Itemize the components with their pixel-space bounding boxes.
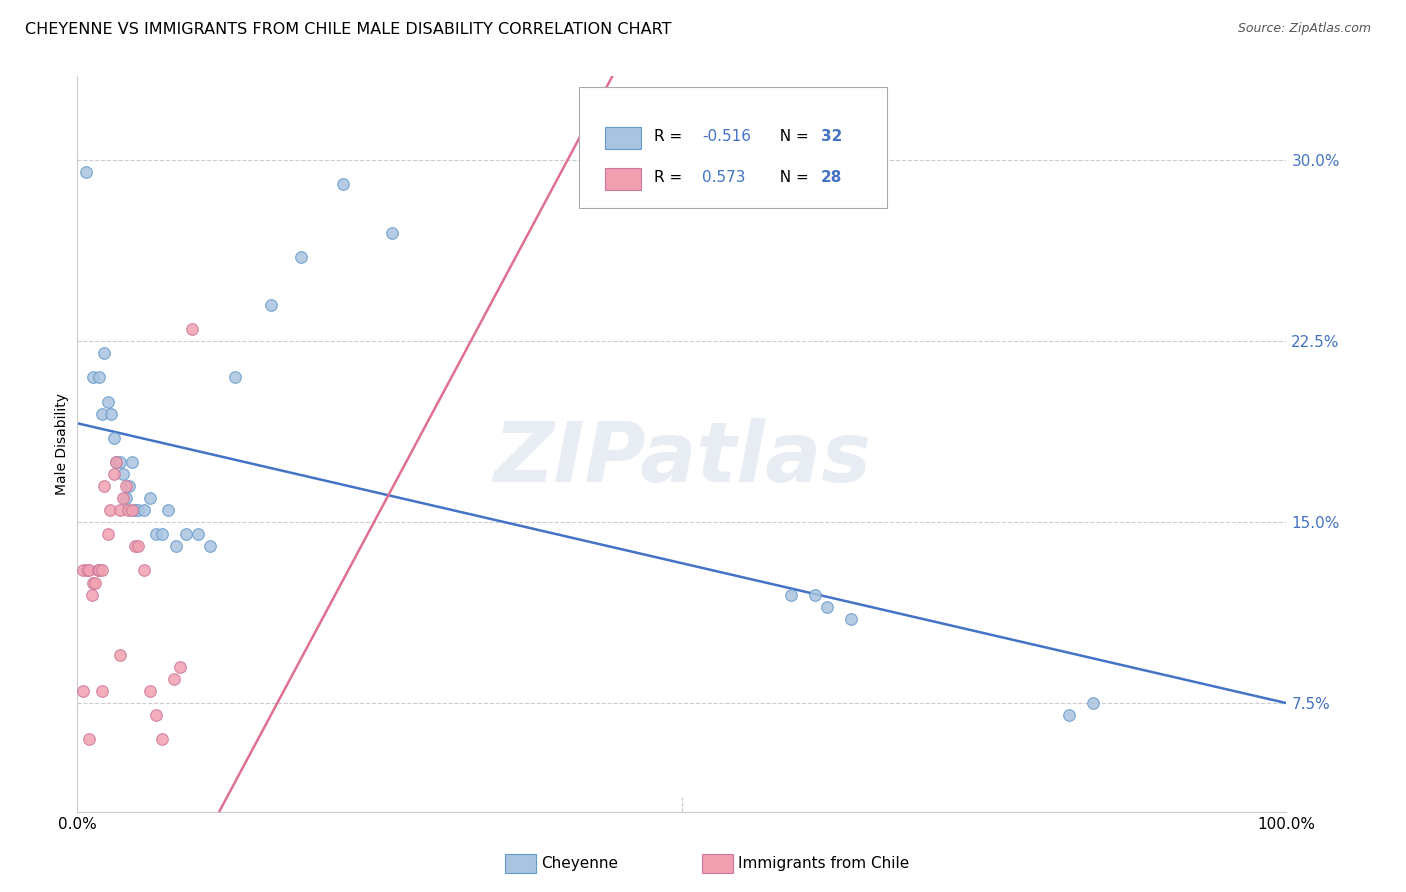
Point <box>224 370 246 384</box>
Point <box>187 527 209 541</box>
Point <box>139 491 162 505</box>
Point <box>166 539 188 553</box>
Point <box>90 407 112 421</box>
Point <box>124 503 146 517</box>
Point <box>121 455 143 469</box>
Point <box>127 539 149 553</box>
Text: R =: R = <box>654 169 692 185</box>
Text: CHEYENNE VS IMMIGRANTS FROM CHILE MALE DISABILITY CORRELATION CHART: CHEYENNE VS IMMIGRANTS FROM CHILE MALE D… <box>25 22 672 37</box>
Point <box>121 503 143 517</box>
Text: Cheyenne: Cheyenne <box>541 856 619 871</box>
Point <box>127 503 149 517</box>
Point <box>260 298 283 312</box>
FancyBboxPatch shape <box>605 128 641 149</box>
Point <box>132 503 155 517</box>
Text: Source: ZipAtlas.com: Source: ZipAtlas.com <box>1237 22 1371 36</box>
Text: Immigrants from Chile: Immigrants from Chile <box>738 856 910 871</box>
Point <box>815 599 838 614</box>
Point <box>105 455 128 469</box>
Point <box>112 467 135 481</box>
Point <box>82 370 104 384</box>
Point <box>80 588 103 602</box>
Point <box>804 588 827 602</box>
Point <box>90 564 112 578</box>
Text: 32: 32 <box>821 129 842 145</box>
Point <box>150 527 173 541</box>
Point <box>112 491 135 505</box>
Point <box>145 708 167 723</box>
Point <box>79 564 101 578</box>
Text: 28: 28 <box>821 169 842 185</box>
Point <box>114 491 136 505</box>
Point <box>132 564 155 578</box>
Text: R =: R = <box>654 129 688 145</box>
Point <box>174 527 197 541</box>
Point <box>200 539 222 553</box>
Text: ZIPatlas: ZIPatlas <box>494 418 870 499</box>
Point <box>332 178 354 192</box>
Point <box>72 564 94 578</box>
Point <box>117 503 139 517</box>
Point <box>108 455 131 469</box>
Point <box>105 455 128 469</box>
Point <box>181 322 204 336</box>
Point <box>87 564 110 578</box>
Text: 0.573: 0.573 <box>703 169 747 185</box>
Point <box>84 575 107 590</box>
Text: N =: N = <box>770 169 814 185</box>
Point <box>145 527 167 541</box>
Point <box>82 575 104 590</box>
Point <box>157 503 180 517</box>
Y-axis label: Male Disability: Male Disability <box>55 392 69 495</box>
Point <box>108 503 131 517</box>
Point <box>163 672 186 686</box>
Point <box>87 370 110 384</box>
Point <box>169 660 191 674</box>
Point <box>779 588 801 602</box>
Point <box>75 165 97 179</box>
Point <box>103 467 125 481</box>
Point <box>96 527 118 541</box>
Point <box>93 479 115 493</box>
Point <box>124 539 146 553</box>
Point <box>139 684 162 698</box>
Point <box>72 684 94 698</box>
Point <box>839 612 862 626</box>
Point <box>76 564 98 578</box>
Point <box>79 732 101 747</box>
Point <box>87 564 110 578</box>
Point <box>93 346 115 360</box>
Point <box>103 431 125 445</box>
Point <box>114 479 136 493</box>
Text: N =: N = <box>770 129 814 145</box>
Text: -0.516: -0.516 <box>703 129 751 145</box>
Point <box>1057 708 1080 723</box>
FancyBboxPatch shape <box>579 87 887 209</box>
Point <box>1081 696 1104 710</box>
Point <box>96 394 118 409</box>
Point <box>108 648 131 662</box>
Point <box>381 226 404 240</box>
Point <box>100 407 122 421</box>
Point <box>90 684 112 698</box>
Point <box>98 503 121 517</box>
FancyBboxPatch shape <box>605 168 641 190</box>
Point <box>150 732 173 747</box>
Point <box>290 250 312 264</box>
Point <box>118 479 141 493</box>
